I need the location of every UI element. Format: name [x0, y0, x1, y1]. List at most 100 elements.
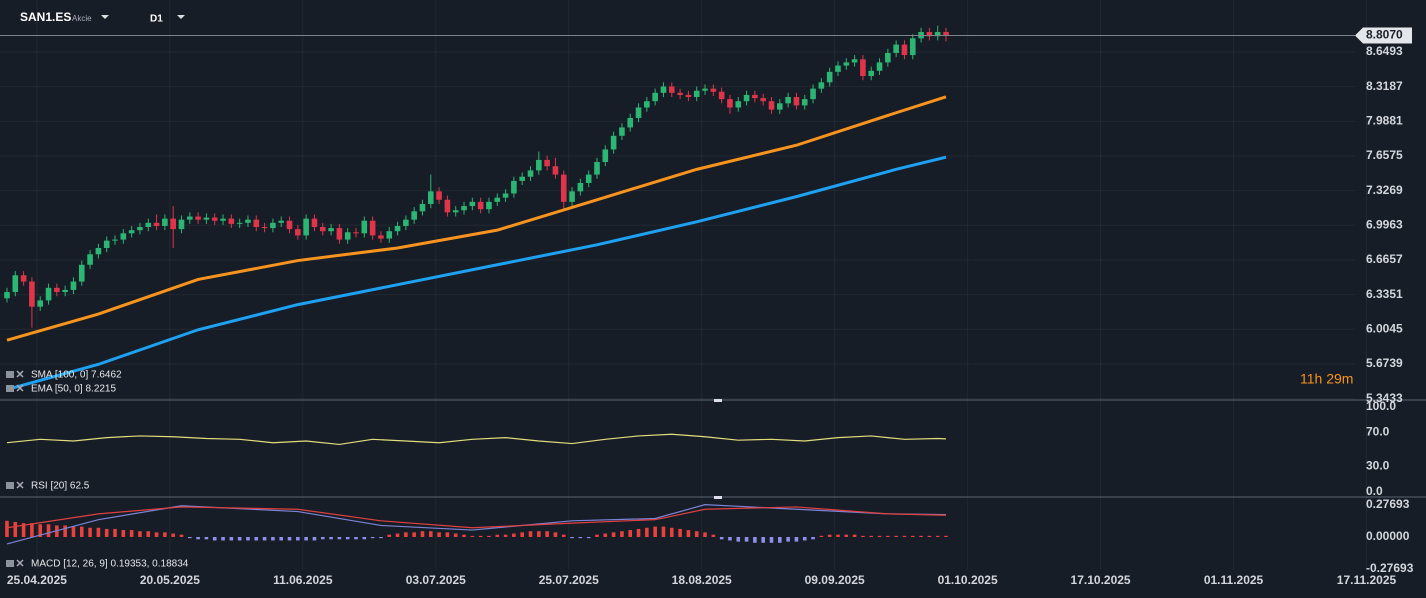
- candle-body: [378, 235, 384, 239]
- histogram-bar: [287, 536, 292, 541]
- histogram-bar: [636, 528, 641, 537]
- candle-body: [311, 218, 318, 228]
- candle-body: [270, 222, 276, 229]
- symbol[interactable]: SAN1.ES: [20, 10, 71, 24]
- candle-body: [851, 59, 858, 63]
- histogram-bar: [935, 535, 940, 537]
- histogram-bar: [21, 523, 26, 537]
- candle-body: [128, 230, 135, 234]
- histogram-bar: [495, 534, 500, 537]
- x-tick-label: 25.07.2025: [539, 573, 599, 587]
- candle-body: [710, 88, 717, 92]
- candle-body: [236, 222, 243, 224]
- histogram-bar: [910, 535, 915, 537]
- indicator-legend: RSI [20] 62.5: [31, 481, 90, 492]
- candle-body: [469, 201, 476, 207]
- candle-body: [536, 159, 542, 171]
- histogram-bar: [329, 536, 333, 540]
- candle-body: [137, 227, 143, 231]
- histogram-bar: [611, 532, 616, 537]
- candle-body: [37, 300, 44, 307]
- histogram-bar: [262, 536, 267, 541]
- histogram-bar: [204, 536, 209, 540]
- last-price-box: [1355, 27, 1412, 44]
- histogram-bar: [944, 535, 948, 537]
- indicator-menu-icon[interactable]: [6, 385, 14, 392]
- candle-body: [868, 70, 875, 77]
- x-tick-label: 17.10.2025: [1071, 573, 1131, 587]
- histogram-bar: [603, 533, 608, 537]
- candle-body: [943, 32, 949, 36]
- y-tick-label: 6.6657: [1366, 252, 1403, 266]
- histogram-bar: [379, 536, 383, 539]
- resize-handle[interactable]: [714, 496, 722, 499]
- candle-body: [494, 197, 501, 202]
- histogram-bar: [129, 530, 134, 537]
- histogram-bar: [113, 528, 117, 537]
- histogram-bar: [79, 526, 84, 537]
- candle-body: [560, 174, 567, 202]
- indicator-close-icon[interactable]: [16, 370, 24, 378]
- symbol-dropdown[interactable]: [101, 15, 109, 19]
- candle-body: [220, 218, 226, 221]
- indicator-menu-icon[interactable]: [6, 371, 14, 378]
- histogram-bar: [561, 534, 566, 537]
- histogram-bar: [728, 536, 732, 541]
- candle-body: [195, 216, 201, 220]
- candle-body: [461, 206, 467, 211]
- histogram-bar: [237, 536, 242, 541]
- candle-body: [768, 101, 775, 110]
- y-tick-label: 7.3269: [1366, 183, 1403, 197]
- grid: [0, 0, 1368, 570]
- candle-body: [170, 218, 176, 230]
- x-tick-label: 11.06.2025: [273, 573, 333, 587]
- candle-body: [743, 94, 750, 102]
- histogram-bar: [836, 534, 840, 537]
- asset-type: Akcie: [72, 14, 92, 23]
- candle-body: [660, 86, 667, 93]
- candle-body: [511, 180, 517, 194]
- candle-body: [519, 176, 526, 181]
- histogram-bar: [628, 530, 633, 537]
- candle-body: [54, 287, 60, 293]
- candle-body: [619, 127, 625, 136]
- candle-body: [885, 52, 891, 63]
- histogram-bar: [38, 524, 43, 537]
- indicator-close-icon[interactable]: [16, 384, 24, 392]
- histogram-bar: [570, 536, 574, 539]
- candle-body: [668, 86, 675, 93]
- histogram-bar: [462, 534, 466, 537]
- timeframe-dropdown[interactable]: [177, 15, 185, 19]
- indicator-close-icon[interactable]: [16, 481, 24, 489]
- x-tick-label: 18.08.2025: [672, 573, 732, 587]
- histogram-bar: [919, 535, 923, 537]
- histogram-bar: [362, 536, 367, 540]
- histogram-bar: [553, 532, 558, 537]
- histogram-bar: [478, 535, 483, 537]
- candle-body: [394, 225, 401, 232]
- histogram-bar: [861, 535, 865, 537]
- candle-body: [527, 170, 534, 177]
- candle-body: [95, 247, 102, 255]
- histogram-bar: [844, 534, 849, 537]
- candle-body: [860, 59, 866, 77]
- candle-body: [727, 99, 733, 108]
- histogram-bar: [512, 533, 516, 537]
- indicator-close-icon[interactable]: [16, 559, 24, 567]
- y-tick-label: 6.9963: [1366, 217, 1403, 231]
- indicator-menu-icon[interactable]: [6, 482, 14, 489]
- histogram-bar: [271, 536, 275, 541]
- indicator-menu-icon[interactable]: [6, 560, 14, 567]
- histogram-bar: [229, 536, 234, 541]
- histogram-bar: [212, 536, 217, 541]
- y-tick-label: 8.6493: [1366, 44, 1403, 58]
- resize-handle[interactable]: [714, 399, 722, 402]
- candle-body: [785, 97, 791, 104]
- candle-body: [909, 38, 916, 56]
- timeframe[interactable]: D1: [150, 14, 163, 25]
- countdown: 11h 29m: [1300, 371, 1353, 387]
- candle-body: [577, 182, 584, 192]
- candle-body: [610, 135, 617, 150]
- histogram-bar: [88, 527, 92, 537]
